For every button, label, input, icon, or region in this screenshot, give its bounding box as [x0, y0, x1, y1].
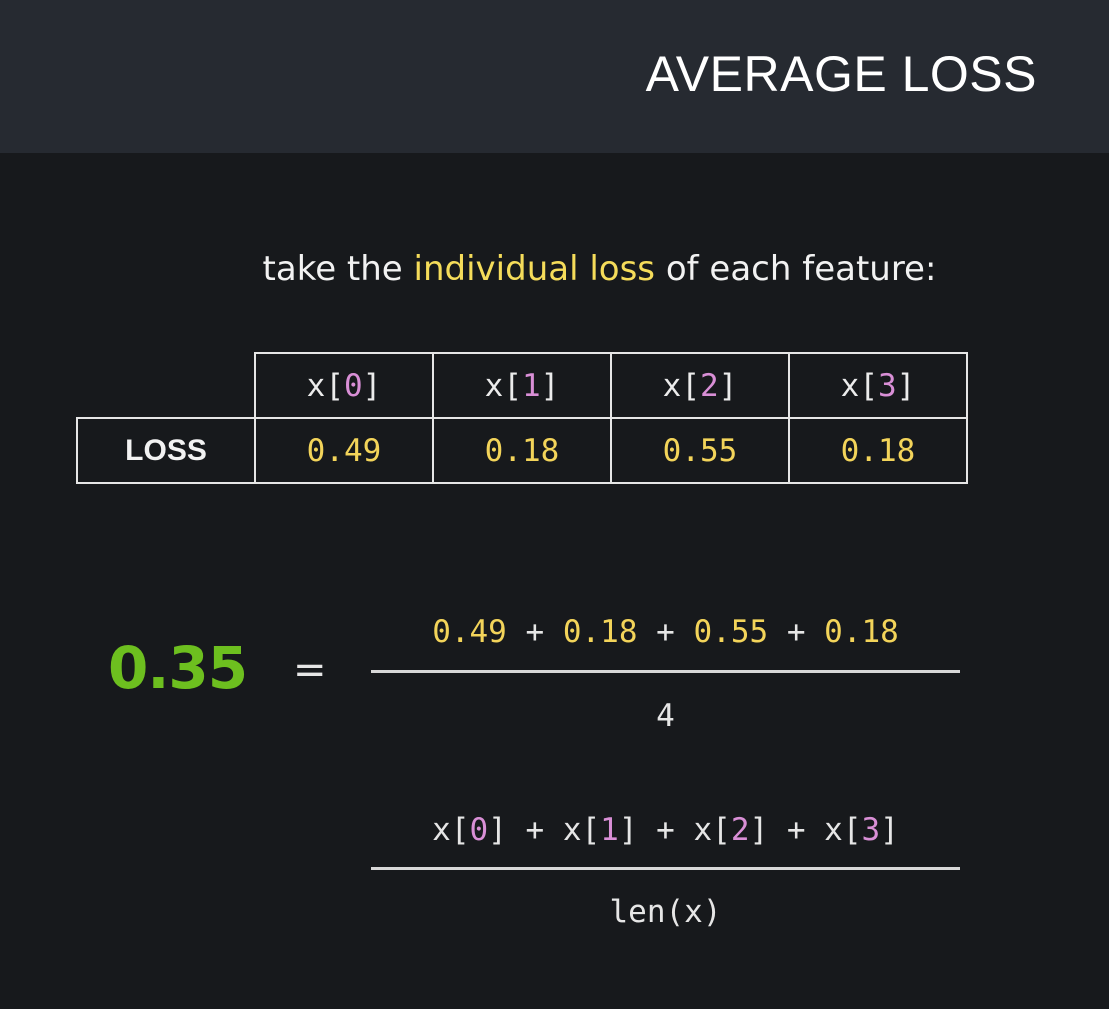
equals-sign: = — [293, 647, 327, 693]
loss-value-x0: 0.49 — [254, 417, 434, 484]
denominator-count: 4 — [656, 698, 675, 734]
numerator-values: 0.49 + 0.18 + 0.55 + 0.18 — [432, 614, 899, 650]
fraction-bar-formula — [371, 867, 960, 870]
column-header-x2: x[2] — [610, 352, 790, 419]
loss-value-x1: 0.18 — [432, 417, 612, 484]
fraction-bar-values — [371, 670, 960, 673]
subtitle-text-before: take the — [262, 249, 414, 289]
loss-value-x3: 0.18 — [788, 417, 968, 484]
subtitle-highlight: individual loss — [413, 249, 656, 289]
column-header-x3: x[3] — [788, 352, 968, 419]
denominator-expression: len(x) — [609, 894, 722, 930]
numerator-expression: x[0] + x[1] + x[2] + x[3] — [432, 812, 899, 848]
average-loss-result: 0.35 — [108, 634, 248, 702]
index-digit: 2 — [699, 367, 719, 404]
header-band — [0, 0, 1109, 153]
loss-value-x2: 0.55 — [610, 417, 790, 484]
loss-table: x[0] x[1] x[2] x[3] LOSS 0.49 0.18 0.55 … — [76, 352, 968, 484]
table-corner-cell — [77, 353, 256, 419]
subtitle-text-after: of each feature: — [655, 249, 937, 289]
table-header-row: x[0] x[1] x[2] x[3] — [77, 352, 968, 419]
index-digit: 1 — [521, 367, 541, 404]
table-row: LOSS 0.49 0.18 0.55 0.18 — [76, 417, 968, 484]
index-digit: 0 — [343, 367, 363, 404]
column-header-x0: x[0] — [254, 352, 434, 419]
subtitle: take the individual loss of each feature… — [0, 244, 1109, 294]
slide-title: AVERAGE LOSS — [645, 46, 1037, 102]
column-header-x1: x[1] — [432, 352, 612, 419]
index-digit: 3 — [877, 367, 897, 404]
row-label-loss: LOSS — [76, 417, 256, 484]
